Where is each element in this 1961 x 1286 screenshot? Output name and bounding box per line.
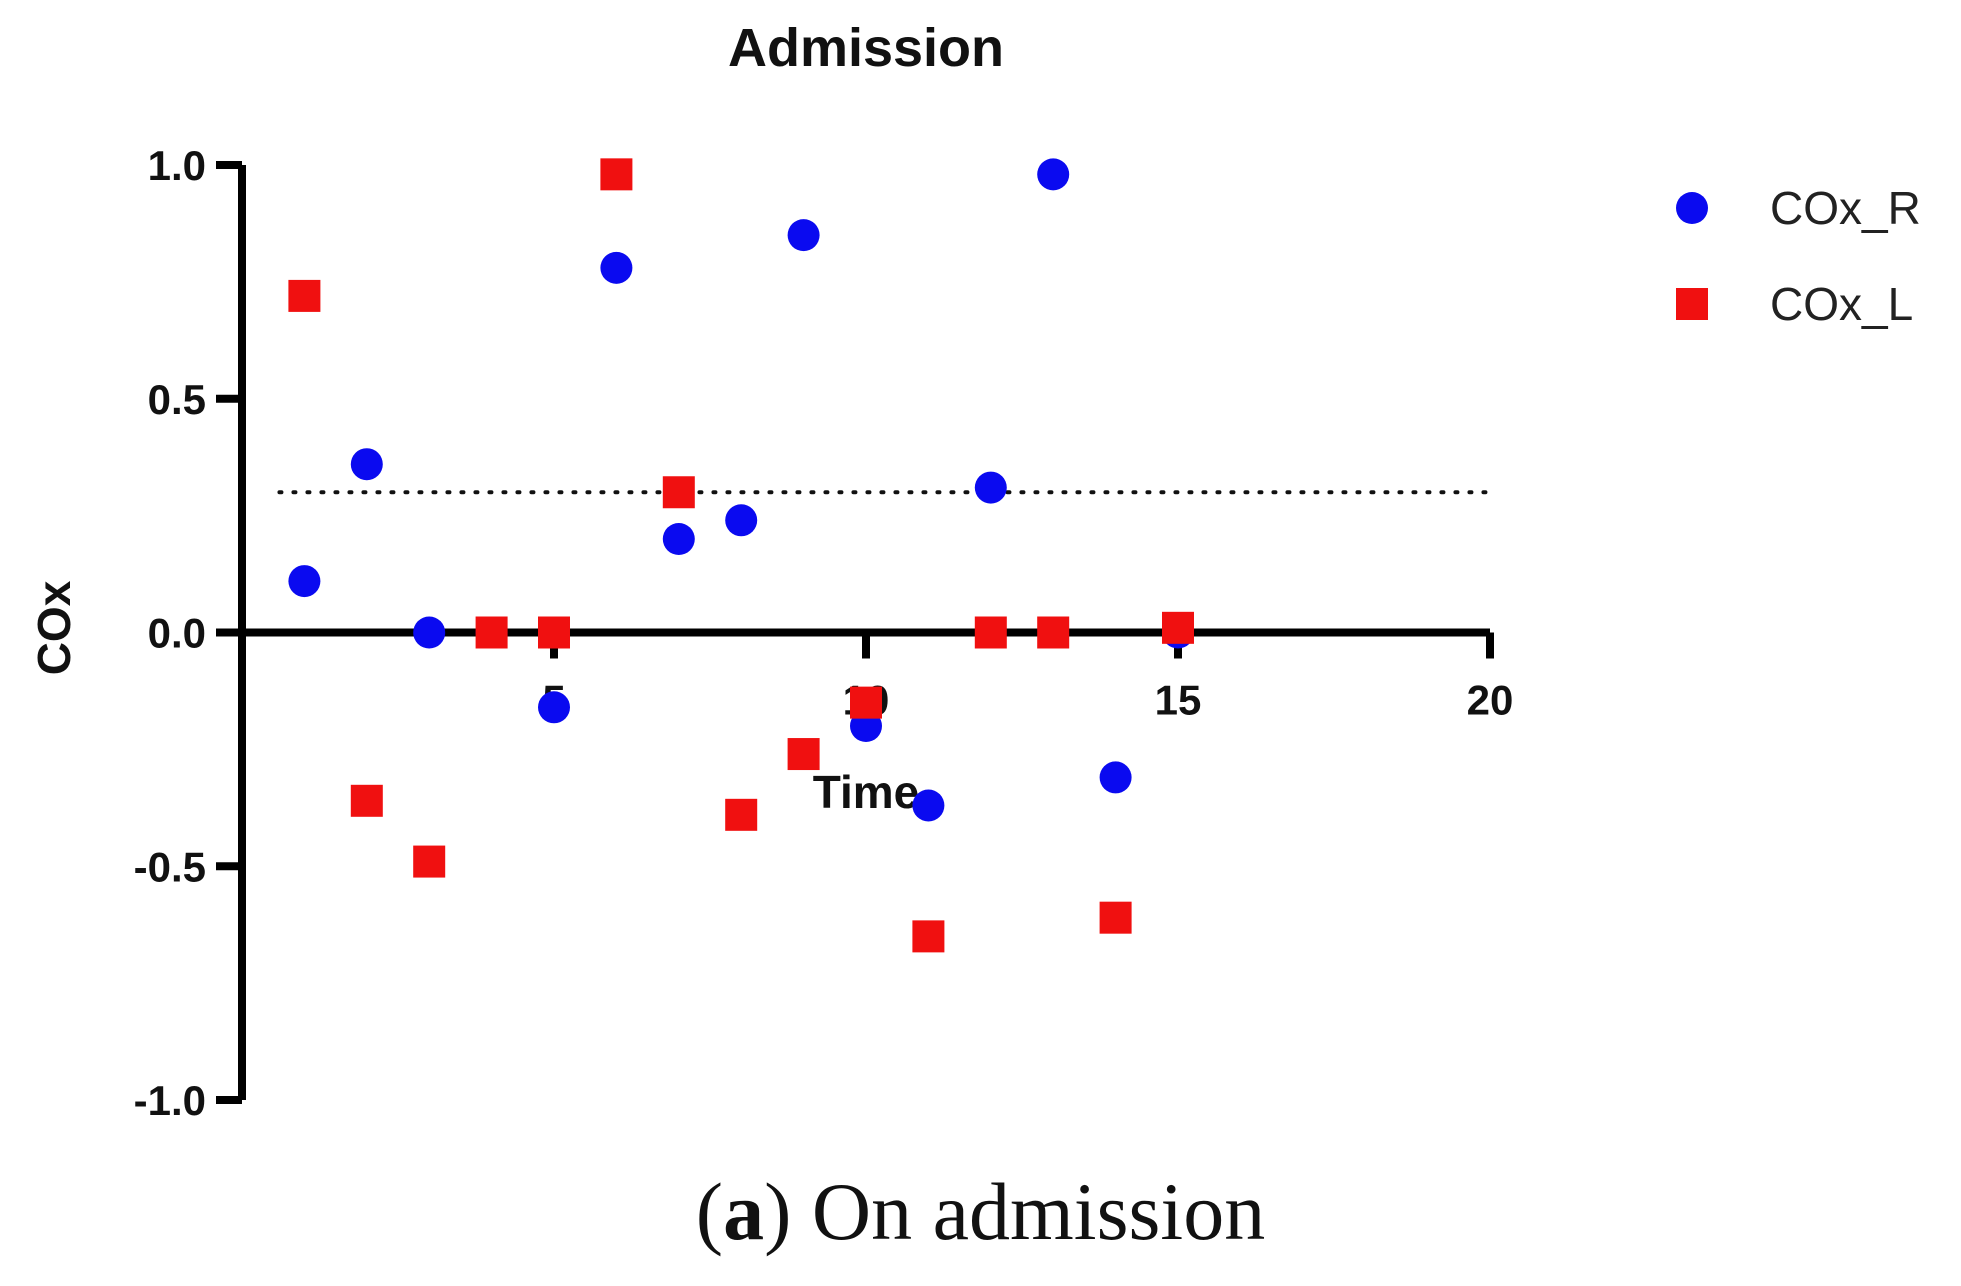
point-cox-r — [600, 251, 633, 284]
y-tick-label: -0.5 — [134, 843, 206, 890]
point-cox-l — [725, 798, 758, 831]
point-cox-r — [662, 523, 695, 555]
point-cox-r — [1099, 761, 1132, 794]
caption-text: On admission — [811, 1166, 1266, 1257]
point-cox-r — [974, 471, 1007, 504]
legend-label-cox-r: COx_R — [1770, 182, 1921, 234]
point-cox-l — [1162, 611, 1194, 644]
point-cox-r — [787, 219, 820, 252]
point-cox-r — [725, 504, 758, 537]
x-axis-label: Time — [813, 766, 920, 818]
point-cox-l — [288, 279, 321, 312]
y-axis-label: COx — [28, 580, 80, 675]
y-tick-label: 0.5 — [148, 376, 206, 423]
legend: COx_R COx_L — [1676, 182, 1921, 330]
point-cox-l — [1099, 901, 1132, 934]
y-tick-label: 1.0 — [148, 142, 206, 189]
x-tick-label: 20 — [1467, 677, 1514, 724]
point-cox-l — [662, 476, 695, 509]
caption-letter: a — [723, 1166, 765, 1257]
point-cox-l — [974, 616, 1007, 649]
point-cox-r — [413, 616, 446, 649]
figure-caption: (a) On admission — [695, 1166, 1266, 1257]
point-cox-r — [538, 691, 570, 724]
point-cox-r — [912, 789, 945, 822]
point-cox-l — [600, 158, 633, 191]
point-cox-l — [787, 738, 820, 771]
point-cox-l — [912, 920, 945, 953]
legend-marker-cox-l — [1676, 288, 1708, 320]
point-cox-l — [850, 686, 882, 719]
point-cox-r — [350, 448, 383, 481]
point-cox-l — [413, 845, 446, 878]
point-cox-l — [538, 616, 570, 649]
point-cox-r — [288, 565, 321, 598]
x-tick-label: 15 — [1155, 677, 1202, 724]
legend-label-cox-l: COx_L — [1770, 278, 1913, 330]
y-tick-label: 0.0 — [148, 610, 206, 657]
legend-marker-cox-r — [1676, 192, 1708, 224]
points-layer — [288, 158, 1194, 953]
point-cox-r — [1037, 158, 1070, 191]
point-cox-l — [475, 616, 508, 649]
point-cox-l — [1037, 616, 1070, 649]
scatter-chart: Admission COx 1.00.50.0-0.5-1.05101520 T… — [28, 18, 1921, 1124]
y-tick-label: -1.0 — [134, 1077, 206, 1124]
chart-title: Admission — [728, 18, 1004, 78]
point-cox-l — [350, 784, 383, 817]
